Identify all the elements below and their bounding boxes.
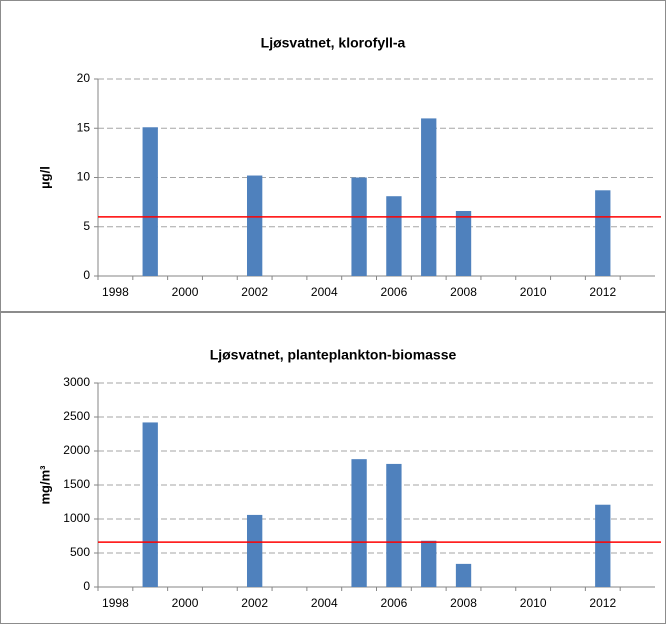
y-tick-label: 15 <box>77 120 91 134</box>
y-tick-label: 5 <box>83 219 90 233</box>
bar <box>386 196 402 276</box>
x-tick-label: 2004 <box>311 285 338 299</box>
y-tick-label: 0 <box>83 579 90 593</box>
y-axis-label: mg/m³ <box>37 465 52 505</box>
x-tick-label: 2006 <box>381 285 408 299</box>
bar <box>421 118 437 277</box>
x-tick-label: 2000 <box>172 285 199 299</box>
bar <box>455 210 472 276</box>
bar <box>386 463 402 587</box>
bar <box>351 459 367 587</box>
x-tick-label: 2010 <box>520 285 547 299</box>
y-tick-label: 1000 <box>63 511 90 525</box>
x-tick-label: 1998 <box>102 285 129 299</box>
bar <box>142 422 158 587</box>
panel-border <box>0 0 666 312</box>
x-tick-label: 2002 <box>241 285 268 299</box>
chart-title: Ljøsvatnet, klorofyll-a <box>261 35 406 51</box>
x-tick-label: 2000 <box>172 596 199 610</box>
y-tick-label: 2500 <box>63 409 90 423</box>
x-tick-label: 2004 <box>311 596 338 610</box>
x-tick-label: 1998 <box>102 596 129 610</box>
y-tick-label: 3000 <box>63 375 90 389</box>
bar <box>595 504 611 587</box>
y-tick-label: 0 <box>83 268 90 282</box>
bar <box>246 175 263 276</box>
bar <box>142 127 158 276</box>
x-tick-label: 2002 <box>241 596 268 610</box>
x-tick-label: 2008 <box>450 285 477 299</box>
bar <box>351 177 367 276</box>
y-tick-label: 500 <box>70 545 90 559</box>
bar <box>595 190 611 276</box>
chart-title: Ljøsvatnet, planteplankton-biomasse <box>210 347 457 363</box>
y-tick-label: 2000 <box>63 443 90 457</box>
bar <box>246 514 263 587</box>
x-tick-label: 2006 <box>381 596 408 610</box>
y-tick-label: 20 <box>77 71 91 85</box>
bar <box>421 540 437 587</box>
x-tick-label: 2012 <box>589 596 616 610</box>
x-tick-label: 2008 <box>450 596 477 610</box>
y-axis-label: µg/l <box>37 166 52 189</box>
y-tick-label: 10 <box>77 170 91 184</box>
x-tick-label: 2012 <box>589 285 616 299</box>
bar <box>455 563 472 587</box>
x-tick-label: 2010 <box>520 596 547 610</box>
y-tick-label: 1500 <box>63 477 90 491</box>
